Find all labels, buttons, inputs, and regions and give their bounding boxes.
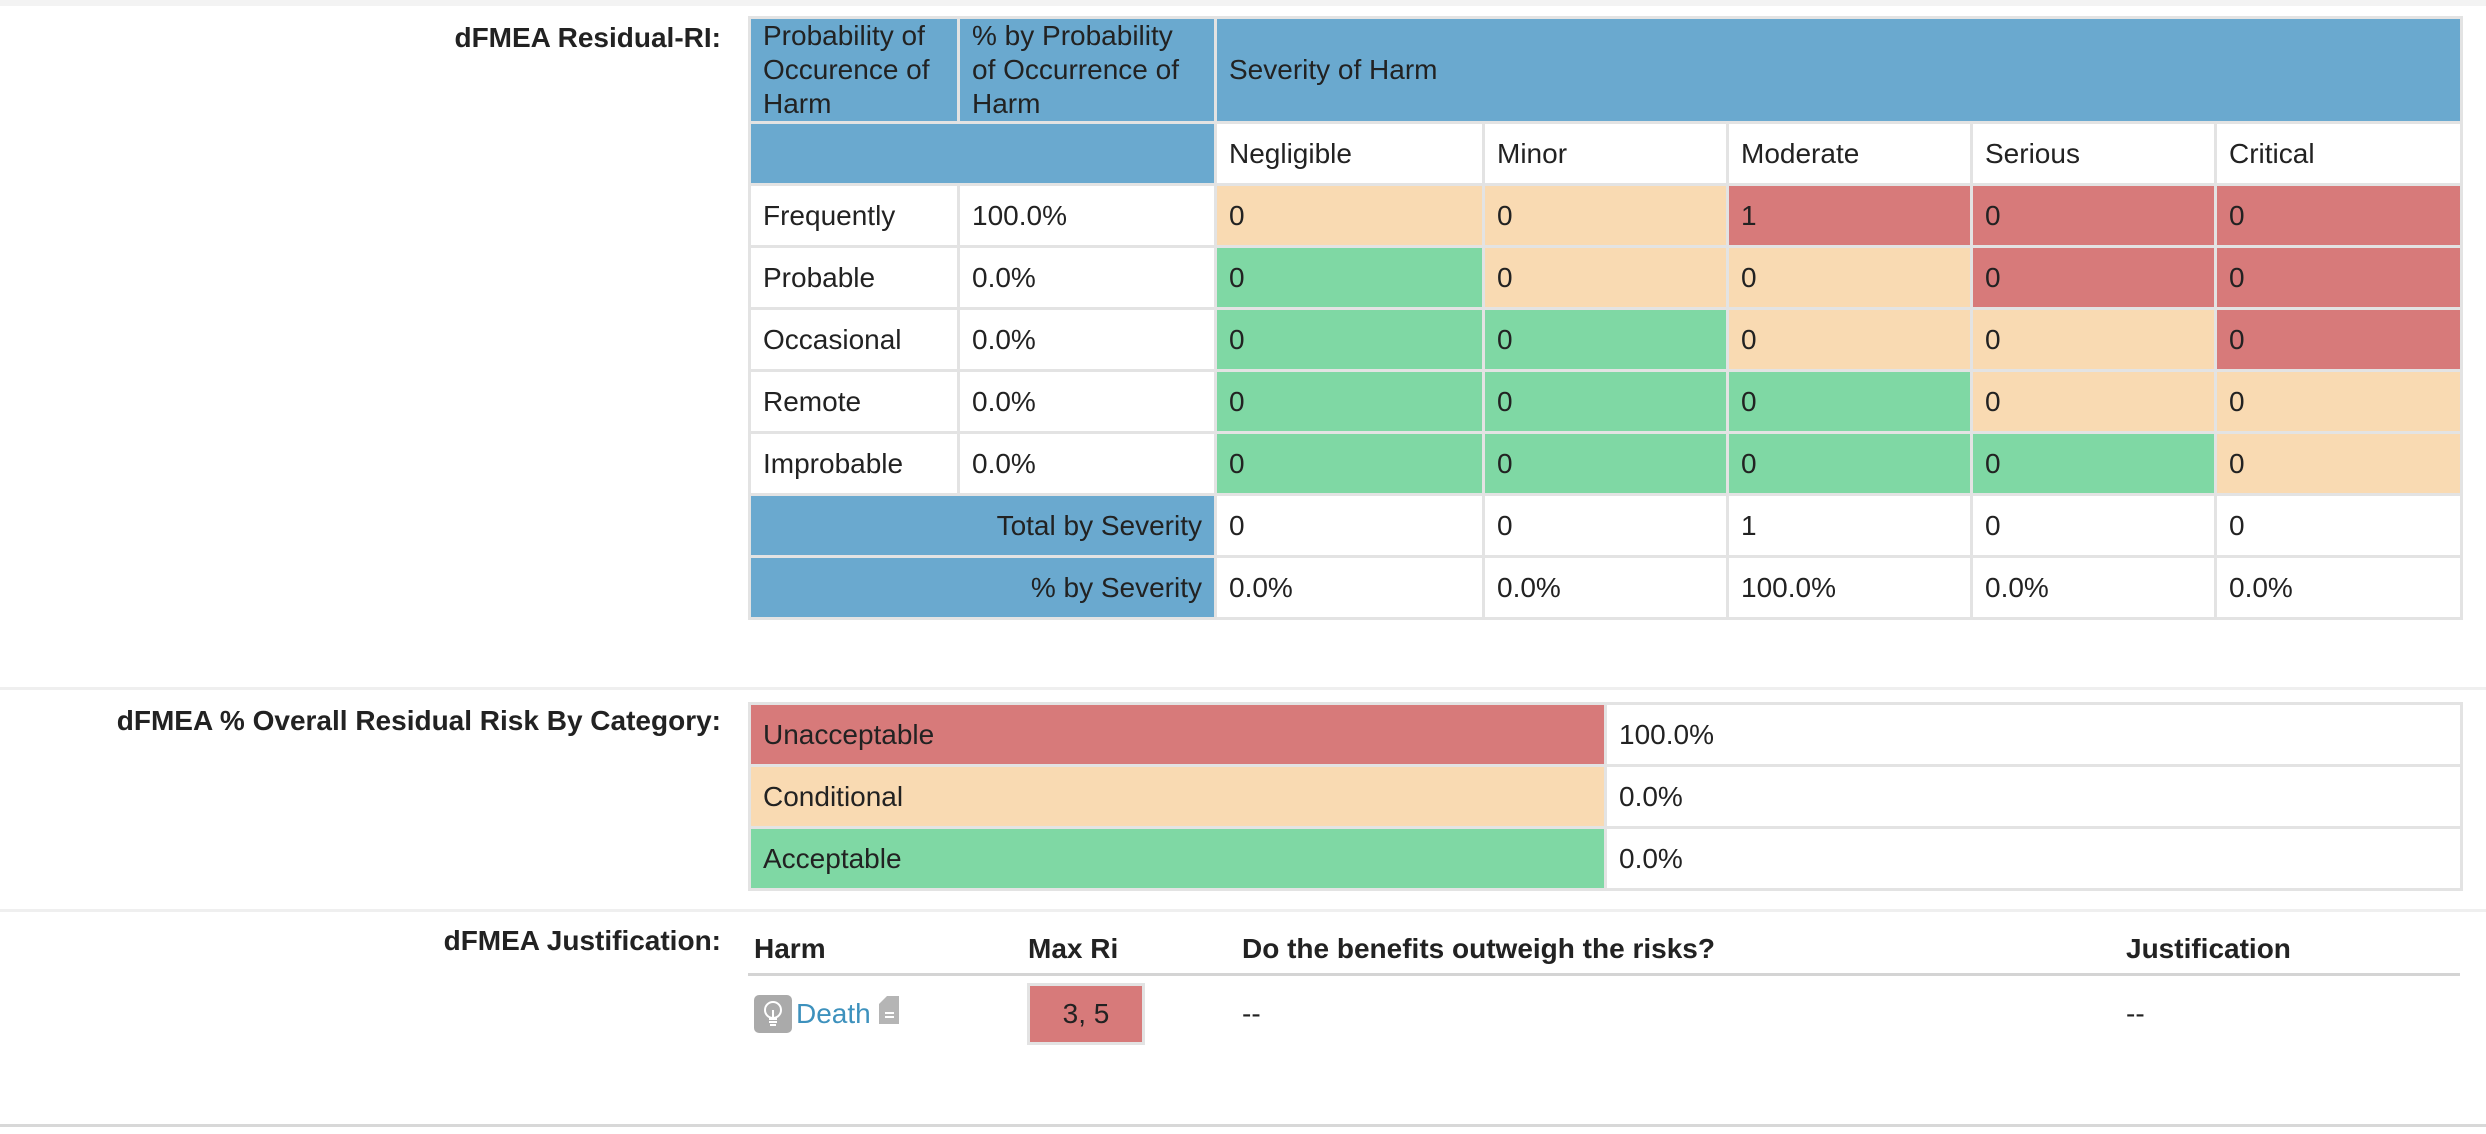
pct-cell: 0.0%	[1214, 555, 1485, 620]
overall-risk-table: Unacceptable 100.0% Conditional 0.0% Acc…	[748, 702, 2463, 891]
category-value: 100.0%	[1604, 702, 2463, 767]
total-cell: 0	[1214, 493, 1485, 558]
pct-cell: 0.0%	[1970, 555, 2217, 620]
risk-cell: 0	[1214, 183, 1485, 248]
risk-cell: 0	[1482, 369, 1729, 434]
severity-header: Severity of Harm	[1213, 16, 2464, 124]
risk-cell: 0	[1970, 307, 2217, 372]
max-ri-badge: 3, 5	[1027, 982, 1145, 1045]
probability-name: Frequently	[748, 183, 960, 248]
max-ri-header: Max Ri	[1028, 933, 1119, 964]
risk-cell: 0	[1214, 245, 1485, 310]
justification-cell: --	[2126, 997, 2145, 1029]
probability-pct: 100.0%	[957, 183, 1217, 248]
matrix-row-occasional: Occasional 0.0% 0 0 0 0 0	[748, 307, 2464, 372]
harm-cell: Death	[748, 994, 1028, 1033]
overall-risk-label: dFMEA % Overall Residual Risk By Categor…	[116, 705, 721, 736]
risk-cell: 0	[1482, 245, 1729, 310]
matrix-row-improbable: Improbable 0.0% 0 0 0 0 0	[748, 431, 2464, 496]
justification-header-row: Harm Max Ri Do the benefits outweigh the…	[748, 925, 2460, 976]
risk-cell: 1	[1726, 183, 1973, 248]
risk-cell: 0	[1726, 245, 1973, 310]
total-cell: 0	[1970, 493, 2217, 558]
risk-cell: 0	[1482, 431, 1729, 496]
residual-ri-matrix: Probability of Occurence of Harm % by Pr…	[748, 16, 2464, 620]
harm-header: Harm	[754, 933, 826, 964]
section-divider	[0, 909, 2486, 912]
harm-link-death[interactable]: Death	[796, 997, 871, 1029]
risk-cell: 0	[1214, 307, 1485, 372]
risk-cell: 0	[1970, 431, 2217, 496]
bottom-divider	[0, 1124, 2486, 1127]
risk-cell: 0	[1482, 183, 1729, 248]
total-by-severity-label: Total by Severity	[748, 493, 1217, 558]
probability-header: Probability of Occurence of Harm	[748, 16, 960, 124]
severity-negligible: Negligible	[1214, 121, 1485, 186]
risk-cell: 0	[1214, 369, 1485, 434]
risk-cell: 0	[1726, 431, 1973, 496]
probability-name: Probable	[748, 245, 960, 310]
severity-serious: Serious	[1970, 121, 2217, 186]
pct-probability-header: % by Probability of Occurrence of Harm	[957, 16, 1217, 124]
severity-moderate: Moderate	[1726, 121, 1973, 186]
justification-row: Death 3, 5 -- --	[748, 976, 2460, 1051]
probability-pct: 0.0%	[957, 369, 1217, 434]
probability-pct: 0.0%	[957, 245, 1217, 310]
risk-cell: 0	[1214, 431, 1485, 496]
probability-name: Occasional	[748, 307, 960, 372]
risk-cell: 0	[1482, 307, 1729, 372]
probability-name: Remote	[748, 369, 960, 434]
matrix-row-frequently: Frequently 100.0% 0 0 1 0 0	[748, 183, 2464, 248]
justification-label: dFMEA Justification:	[443, 925, 721, 956]
pct-cell: 0.0%	[2213, 555, 2464, 620]
risk-cell: 0	[1726, 369, 1973, 434]
benefits-header: Do the benefits outweigh the risks?	[1242, 933, 1715, 964]
total-cell: 0	[2213, 493, 2464, 558]
section-divider	[0, 687, 2486, 690]
probability-pct: 0.0%	[957, 307, 1217, 372]
lightbulb-icon	[754, 994, 792, 1033]
total-cell: 1	[1726, 493, 1973, 558]
justification-header: Justification	[2126, 933, 2291, 964]
pct-cell: 0.0%	[1482, 555, 1729, 620]
matrix-row-probable: Probable 0.0% 0 0 0 0 0	[748, 245, 2464, 310]
risk-cell: 0	[2213, 183, 2464, 248]
pct-by-severity-label: % by Severity	[748, 555, 1217, 620]
pct-cell: 100.0%	[1726, 555, 1973, 620]
probability-name: Improbable	[748, 431, 960, 496]
risk-cell: 0	[2213, 431, 2464, 496]
category-acceptable: Acceptable	[748, 826, 1607, 891]
blank-header	[748, 121, 1217, 186]
top-divider	[0, 0, 2486, 6]
risk-cell: 0	[2213, 307, 2464, 372]
severity-critical: Critical	[2213, 121, 2464, 186]
category-unacceptable: Unacceptable	[748, 702, 1607, 767]
severity-minor: Minor	[1482, 121, 1729, 186]
residual-ri-label: dFMEA Residual-RI:	[454, 22, 721, 53]
category-value: 0.0%	[1604, 764, 2463, 829]
benefits-cell: --	[1242, 997, 1261, 1029]
category-value: 0.0%	[1604, 826, 2463, 891]
risk-cell: 0	[1970, 369, 2217, 434]
risk-cell: 0	[1970, 183, 2217, 248]
matrix-row-remote: Remote 0.0% 0 0 0 0 0	[748, 369, 2464, 434]
probability-pct: 0.0%	[957, 431, 1217, 496]
risk-cell: 0	[2213, 369, 2464, 434]
max-ri-cell: 3, 5	[1027, 982, 1242, 1045]
category-conditional: Conditional	[748, 764, 1607, 829]
justification-table: Harm Max Ri Do the benefits outweigh the…	[748, 925, 2460, 1051]
risk-cell: 0	[1726, 307, 1973, 372]
document-icon[interactable]	[878, 996, 899, 1031]
risk-cell: 0	[2213, 245, 2464, 310]
total-cell: 0	[1482, 493, 1729, 558]
risk-cell: 0	[1970, 245, 2217, 310]
